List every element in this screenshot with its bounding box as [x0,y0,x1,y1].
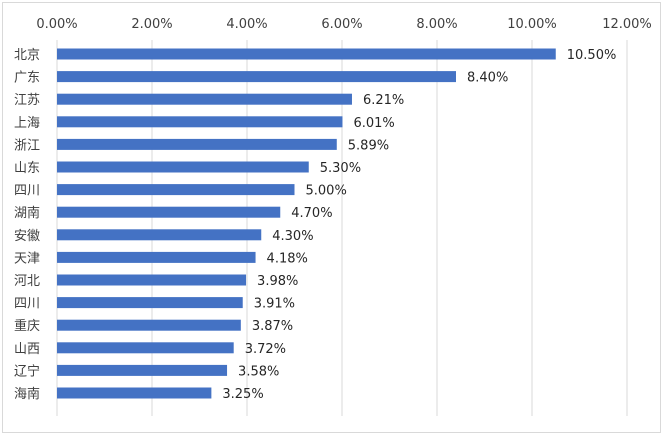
data-label: 5.00% [306,184,347,199]
data-label: 5.30% [320,161,361,176]
data-label: 6.01% [353,116,394,131]
bar [57,93,352,105]
data-label: 3.72% [245,342,286,357]
bar [57,184,295,196]
bar [57,229,262,241]
category-label: 海南 [14,386,40,402]
bar [57,319,241,331]
data-label: 8.40% [467,71,508,86]
data-label: 3.25% [222,387,263,402]
category-label: 北京 [14,48,40,63]
category-label: 天津 [14,251,40,266]
data-label: 4.70% [291,206,332,221]
x-tick-label: 6.00% [321,17,362,32]
x-tick-label: 12.00% [602,17,652,32]
data-label: 4.18% [267,251,308,266]
data-labels: 10.50% 8.40% 6.21% 6.01% 5.89% 5.30% 5.00% 4.70… [222,48,616,402]
category-label: 辽宁 [14,363,40,379]
data-label: 3.87% [252,319,293,334]
data-label: 6.21% [363,93,404,108]
x-tick-label: 10.00% [507,17,557,32]
bar [57,387,212,399]
data-label: 3.91% [254,297,295,312]
x-tick-label: 4.00% [226,17,267,32]
category-label: 广东 [14,71,40,86]
bar [57,71,456,83]
category-label: 安徽 [14,229,40,244]
bar [57,138,337,150]
bars [57,48,556,399]
bar [57,251,256,263]
category-label: 湖南 [14,205,40,221]
bar [57,206,281,218]
bar [57,48,556,60]
bar [57,274,247,286]
data-label: 3.58% [238,364,279,379]
x-tick-label: 0.00% [36,17,77,32]
bar [57,364,228,376]
bar [57,161,309,173]
category-label: 河北 [14,274,40,289]
data-label: 5.89% [348,138,389,153]
category-label: 江苏 [14,92,40,108]
data-label: 4.30% [272,229,313,244]
x-tick-label: 2.00% [131,17,172,32]
category-label: 四川 [14,297,40,312]
bar [57,297,243,309]
data-label: 3.98% [257,274,298,289]
category-label: 山西 [14,342,40,357]
category-label: 上海 [14,116,40,131]
bar [57,342,234,354]
bar [57,116,343,128]
category-label: 重庆 [14,318,40,334]
x-tick-label: 8.00% [416,17,457,32]
category-label: 浙江 [14,138,40,153]
category-label: 四川 [14,184,40,199]
category-label: 山东 [14,161,40,176]
data-label: 10.50% [567,48,617,63]
x-axis-ticks: 0.00% 2.00% 4.00% 6.00% 8.00% 10.00% 12.00% [36,17,651,32]
